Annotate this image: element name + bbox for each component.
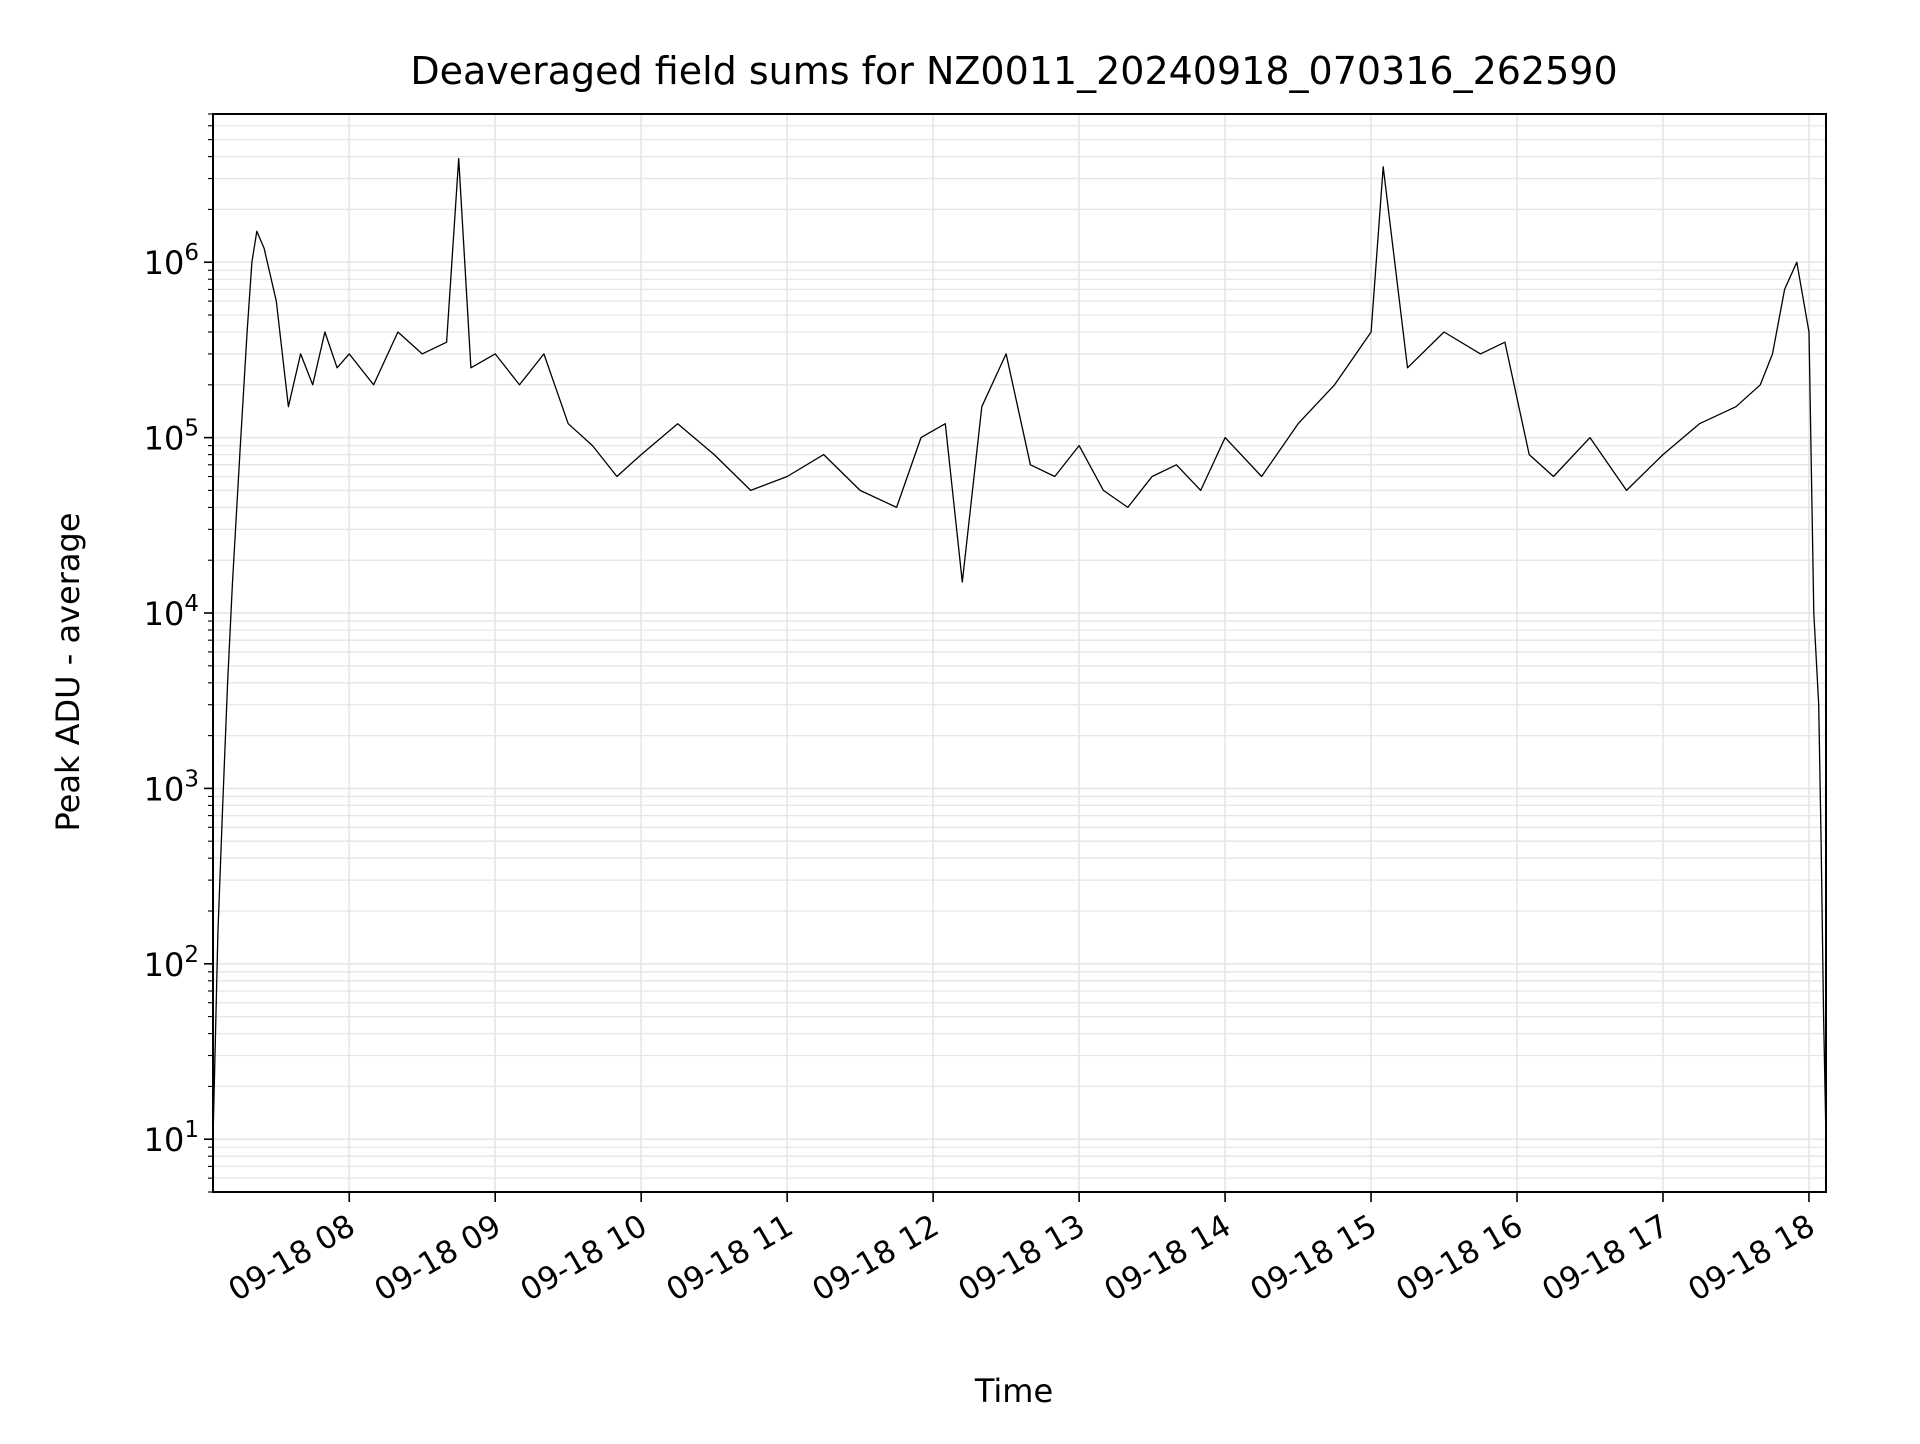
y-tick-label: 105 <box>144 416 199 458</box>
chart-title: Deaveraged field sums for NZ0011_2024091… <box>410 49 1617 93</box>
y-axis-ticks: 101 102 103 104 105 106 <box>144 113 213 1193</box>
y-tick-label: 106 <box>144 240 199 282</box>
grid-lines <box>213 113 1826 1193</box>
y-tick-label: 102 <box>144 942 199 984</box>
y-tick-label: 103 <box>144 766 199 808</box>
series-line <box>212 157 1827 1140</box>
y-tick-label: 104 <box>144 591 199 633</box>
plot-frame <box>212 113 1827 1193</box>
x-axis-label: Time <box>974 1372 1053 1410</box>
y-tick-label: 101 <box>144 1117 199 1159</box>
y-axis-label: Peak ADU - average <box>49 513 87 832</box>
